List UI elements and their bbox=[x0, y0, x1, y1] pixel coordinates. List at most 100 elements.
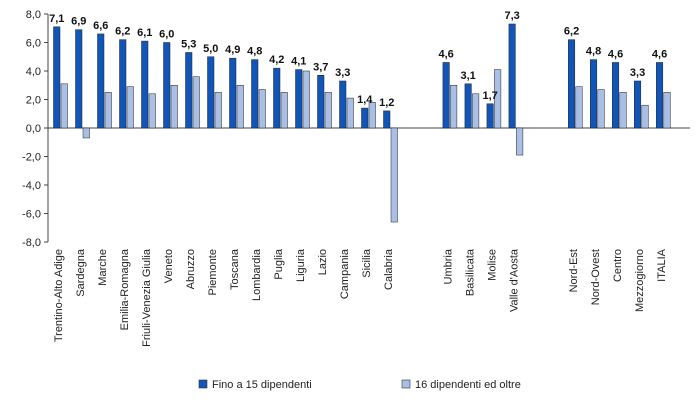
y-tick-label: 8,0 bbox=[26, 9, 41, 21]
bar-16-ed-oltre bbox=[390, 127, 398, 223]
bar-16-ed-oltre bbox=[214, 92, 222, 129]
value-label: 6,1 bbox=[137, 27, 152, 39]
bar-fino-a-15 bbox=[273, 67, 281, 129]
value-label: 1,7 bbox=[483, 90, 498, 102]
value-label: 3,3 bbox=[630, 67, 645, 79]
y-tick-label: 0,0 bbox=[26, 123, 41, 135]
y-tick-label: -4,0 bbox=[22, 180, 41, 192]
bar-fino-a-15 bbox=[251, 59, 259, 129]
value-label: 1,2 bbox=[379, 97, 394, 109]
bar-16-ed-oltre bbox=[641, 104, 649, 129]
bar-16-ed-oltre bbox=[104, 92, 112, 129]
category-label: Centro bbox=[612, 249, 624, 282]
category-label: Veneto bbox=[163, 249, 175, 283]
value-label: 6,0 bbox=[159, 29, 174, 41]
value-labels: 7,1 6,9 6,6 6,2 6,1 6,0 5,3 5,0 4,9 4,8 4,2 4,1 3,7 3… bbox=[49, 10, 667, 109]
bar-fino-a-15 bbox=[295, 69, 303, 129]
bar-16-ed-oltre bbox=[170, 85, 178, 129]
y-axis: 8,0 6,0 4,0 2,0 0,0 -2,0 -4,0 -6,0 -8,0 bbox=[22, 9, 690, 249]
bar-fino-a-15 bbox=[383, 110, 391, 129]
legend-swatch-16-ed-oltre bbox=[401, 379, 411, 389]
category-label: Campania bbox=[339, 248, 351, 299]
bar-16-ed-oltre bbox=[60, 83, 68, 129]
bar-16-ed-oltre bbox=[597, 89, 605, 129]
category-label: Lazio bbox=[317, 249, 329, 275]
category-label: Mezzogiorno bbox=[634, 249, 646, 312]
bar-fino-a-15 bbox=[207, 56, 215, 129]
bar-fino-a-15 bbox=[119, 39, 127, 129]
bar-16-ed-oltre bbox=[126, 86, 134, 129]
value-label: 7,1 bbox=[49, 13, 64, 25]
bar-fino-a-15 bbox=[229, 57, 237, 129]
category-label: Toscana bbox=[229, 248, 241, 290]
bar-fino-a-15 bbox=[612, 62, 620, 129]
legend-label-16-ed-oltre: 16 dipendenti ed oltre bbox=[415, 379, 521, 391]
bar-fino-a-15 bbox=[590, 59, 598, 129]
value-label: 6,9 bbox=[71, 16, 86, 28]
value-label: 5,0 bbox=[203, 43, 218, 55]
y-tick-label: 4,0 bbox=[26, 66, 41, 78]
y-tick-label: -6,0 bbox=[22, 209, 41, 221]
value-label: 6,6 bbox=[93, 20, 108, 32]
value-label: 6,2 bbox=[115, 26, 130, 38]
value-label: 5,3 bbox=[181, 38, 196, 50]
bar-fino-a-15 bbox=[141, 40, 149, 129]
category-labels: Trentino-Alto Adige Sardegna Marche Emilia-… bbox=[53, 248, 668, 347]
bar-16-ed-oltre bbox=[192, 76, 200, 129]
bar-16-ed-oltre bbox=[82, 127, 90, 139]
bar-fino-a-15 bbox=[464, 83, 472, 129]
legend-swatch-fino-a-15 bbox=[198, 379, 208, 389]
y-tick-label: -2,0 bbox=[22, 152, 41, 164]
value-label: 4,8 bbox=[586, 46, 601, 58]
legend-label-fino-a-15: Fino a 15 dipendenti bbox=[212, 379, 312, 391]
category-label: Calabria bbox=[383, 248, 395, 290]
bar-16-ed-oltre bbox=[619, 92, 627, 129]
bar-16-ed-oltre bbox=[450, 85, 458, 129]
value-label: 4,9 bbox=[225, 44, 240, 56]
value-label: 4,1 bbox=[291, 56, 306, 68]
category-label: Sicilia bbox=[361, 248, 373, 278]
value-label: 4,8 bbox=[247, 46, 262, 58]
bar-16-ed-oltre bbox=[516, 127, 524, 156]
bar-fino-a-15 bbox=[361, 107, 369, 129]
category-label: Abruzzo bbox=[185, 249, 197, 289]
category-label: Emilia-Romagna bbox=[119, 248, 131, 330]
bar-fino-a-15 bbox=[486, 103, 494, 129]
y-tick-label: 6,0 bbox=[26, 38, 41, 50]
category-label: Nord-Ovest bbox=[590, 249, 602, 305]
value-label: 7,3 bbox=[505, 10, 520, 22]
bar-16-ed-oltre bbox=[346, 97, 354, 129]
value-label: 4,6 bbox=[608, 48, 623, 60]
bar-fino-a-15 bbox=[634, 80, 642, 129]
bar-16-ed-oltre bbox=[472, 93, 480, 129]
bar-16-ed-oltre bbox=[302, 70, 310, 129]
bar-16-ed-oltre bbox=[258, 89, 266, 129]
value-label: 4,6 bbox=[652, 48, 667, 60]
category-label: Piemonte bbox=[207, 249, 219, 295]
category-label: Umbria bbox=[442, 248, 454, 284]
category-label: Basilicata bbox=[464, 248, 476, 296]
value-label: 1,4 bbox=[357, 94, 373, 106]
bar-16-ed-oltre bbox=[148, 93, 156, 129]
category-label: ITALIA bbox=[656, 248, 668, 281]
value-label: 3,3 bbox=[335, 67, 350, 79]
bar-fino-a-15 bbox=[185, 52, 193, 129]
category-label: Liguria bbox=[295, 248, 307, 282]
category-label: Puglia bbox=[273, 248, 285, 279]
bar-16-ed-oltre bbox=[575, 86, 583, 129]
bar-fino-a-15 bbox=[508, 23, 516, 129]
bar-16-ed-oltre bbox=[368, 102, 376, 129]
category-label: Molise bbox=[486, 249, 498, 281]
value-label: 3,1 bbox=[461, 70, 476, 82]
value-label: 6,2 bbox=[564, 26, 579, 38]
legend: Fino a 15 dipendenti 16 dipendenti ed ol… bbox=[198, 379, 521, 391]
value-label: 3,7 bbox=[313, 61, 328, 73]
bar-fino-a-15 bbox=[317, 75, 325, 129]
y-tick-label: -8,0 bbox=[22, 237, 41, 249]
value-label: 4,2 bbox=[269, 54, 284, 66]
bar-fino-a-15 bbox=[97, 33, 105, 129]
bar-16-ed-oltre bbox=[280, 92, 288, 129]
bar-16-ed-oltre bbox=[663, 92, 671, 129]
category-label: Lombardia bbox=[251, 248, 263, 301]
